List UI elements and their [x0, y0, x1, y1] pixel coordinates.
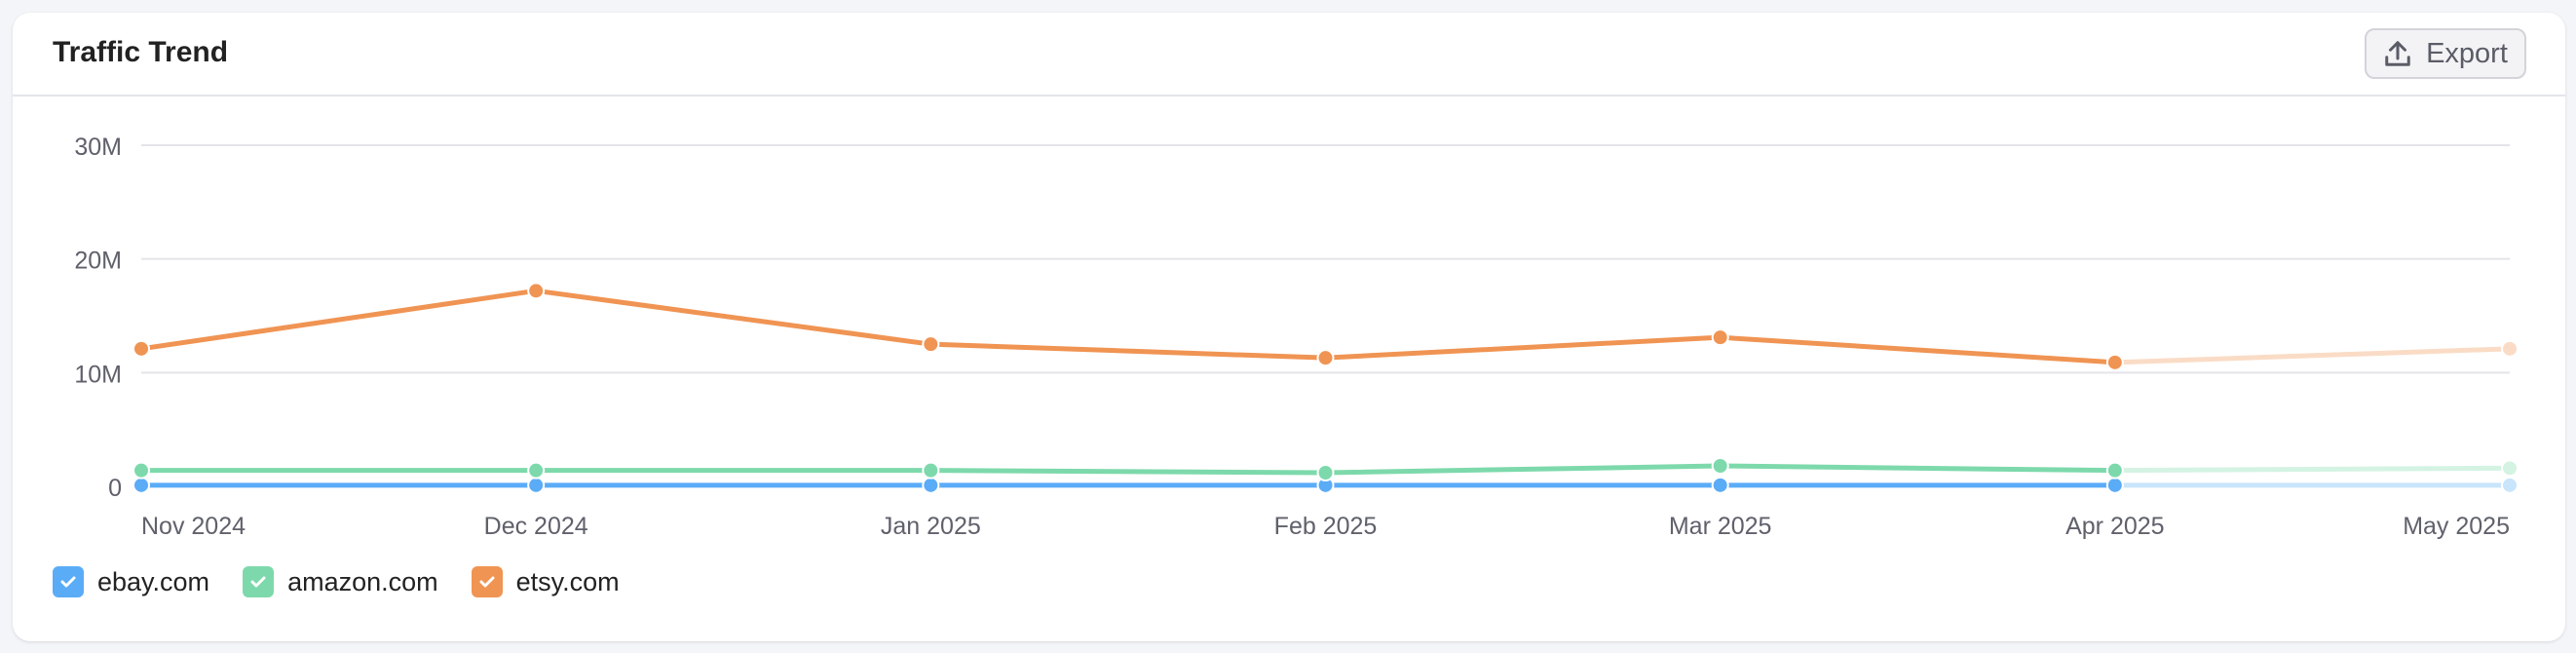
y-tick-label: 10M [74, 361, 122, 388]
legend-item-ebay.com[interactable]: ebay.com [53, 566, 209, 597]
series-line-projected-amazon.com [2114, 465, 2511, 474]
series-line-projected-etsy.com [2114, 346, 2511, 365]
x-tick-label: May 2025 [2403, 513, 2510, 540]
data-point [2501, 339, 2519, 358]
legend-item-amazon.com[interactable]: amazon.com [243, 566, 438, 597]
data-point [1316, 349, 1335, 367]
data-point [1711, 476, 1729, 494]
card-title: Traffic Trend [53, 36, 229, 68]
data-point [133, 476, 150, 494]
data-point [2501, 459, 2519, 478]
y-tick-label: 0 [108, 475, 122, 502]
data-point [133, 461, 150, 480]
data-point [2105, 353, 2124, 371]
card-header: Traffic Trend Export [13, 13, 2565, 96]
x-tick-label: Dec 2024 [484, 513, 588, 540]
data-point [922, 461, 940, 480]
data-point [2105, 476, 2124, 494]
x-tick-label: Jan 2025 [881, 513, 981, 540]
checkbox-checked-icon[interactable] [243, 566, 275, 597]
legend-label: ebay.com [97, 566, 210, 596]
data-point [2501, 476, 2519, 494]
y-tick-label: 20M [74, 248, 122, 275]
data-point [527, 282, 546, 300]
legend-label: amazon.com [287, 566, 438, 596]
legend-label: etsy.com [515, 566, 620, 596]
x-tick-label: Nov 2024 [141, 513, 246, 540]
export-label: Export [2426, 37, 2508, 69]
traffic-trend-card: Traffic Trend Export 30M 20M 10M 0 Nov 2024 D… [13, 13, 2565, 641]
series-line-amazon.com [141, 463, 2115, 476]
data-point [922, 476, 940, 494]
data-point [1316, 464, 1335, 481]
export-button[interactable]: Export [2365, 28, 2526, 79]
data-point [133, 339, 150, 358]
checkbox-checked-icon[interactable] [471, 566, 503, 597]
data-point [1711, 328, 1729, 347]
data-point [2105, 461, 2124, 480]
checkbox-checked-icon[interactable] [53, 566, 84, 597]
legend-item-etsy.com[interactable]: etsy.com [471, 566, 620, 597]
data-point [1711, 457, 1729, 475]
x-tick-label: Apr 2025 [2065, 513, 2164, 540]
x-tick-label: Mar 2025 [1669, 513, 1772, 540]
data-point [527, 476, 546, 494]
chart-legend: ebay.com amazon.com etsy.com [53, 566, 620, 597]
series-line-etsy.com [140, 288, 2115, 365]
data-point [527, 461, 546, 480]
upload-icon [2385, 41, 2410, 66]
y-tick-label: 30M [74, 134, 122, 161]
data-point [922, 335, 940, 354]
x-tick-label: Feb 2025 [1274, 513, 1378, 540]
line-chart: 30M 20M 10M 0 Nov 2024 Dec 2024 Jan 2025 Feb 20… [74, 134, 2519, 540]
